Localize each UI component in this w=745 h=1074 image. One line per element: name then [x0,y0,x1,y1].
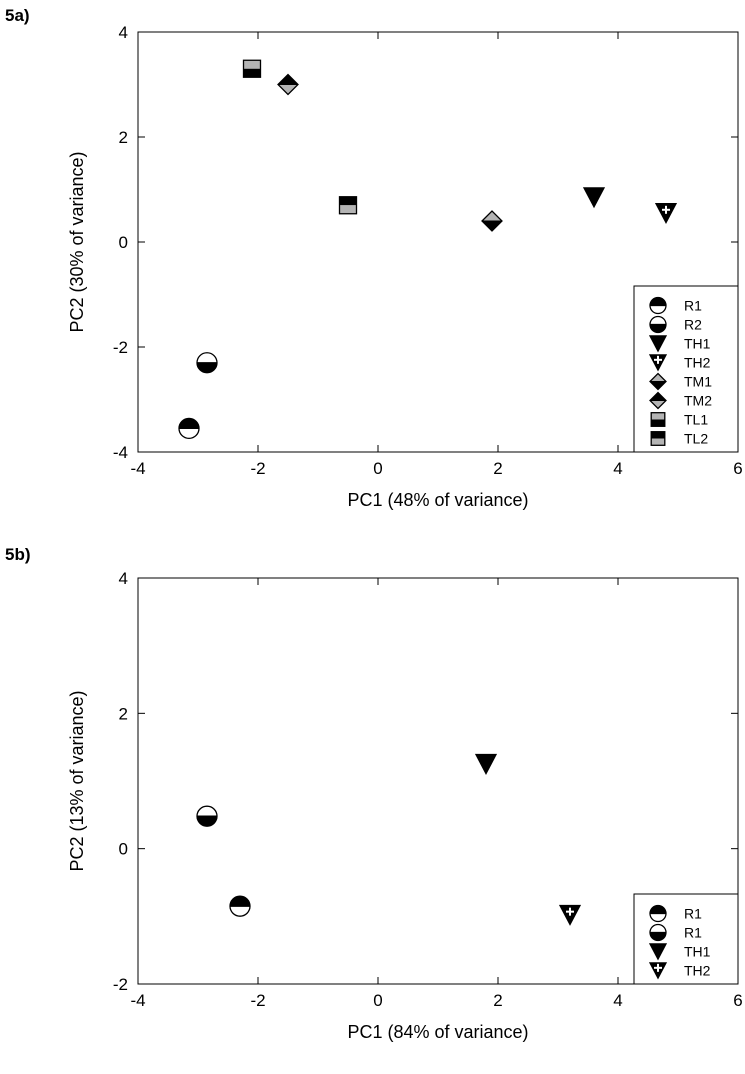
y-tick-label: 4 [119,23,128,42]
data-point-r1 [196,805,218,827]
legend-item: TH2 [648,354,711,372]
legend: R1 R2 TH1 TH2 TM1 TM2 TL1 TL2 [633,285,739,453]
data-point-th1 [474,753,498,775]
data-point-th2 [654,202,678,225]
data-point-r1 [229,895,251,917]
y-tick-label: 2 [119,128,128,147]
legend-label: TL2 [684,431,708,447]
x-tick-label: 6 [733,991,742,1010]
chart-5a: -4 -2 0 2 4 6 -4 -2 0 2 4 PC1 (48% of variance) PC2 … [67,23,743,510]
legend-label: R1 [684,906,702,922]
panel-a-label: 5a) [5,6,30,25]
y-axis-title: PC2 (30% of variance) [67,151,87,332]
y-tick-label: -2 [113,975,128,994]
y-tick-label: 2 [119,704,128,723]
y-tick-label: 0 [119,840,128,859]
legend-label: R1 [684,925,702,941]
y-tick-label: -2 [113,338,128,357]
legend-label: TH1 [684,336,711,352]
legend-item: TH1 [648,335,711,353]
y-tick-label: -4 [113,443,128,462]
data-point-tm1 [481,210,503,232]
data-point-tm2 [277,73,299,96]
x-tick-label: -4 [130,991,145,1010]
x-tick-label: 0 [373,991,382,1010]
y-tick-label: 4 [119,569,128,588]
legend-item: R2 [649,315,702,334]
legend-item: TM1 [649,372,712,391]
x-tick-label: 0 [373,459,382,478]
legend: R1 R1 TH1 TH2 [633,893,739,985]
legend-label: TM1 [684,374,712,390]
x-tick-label: 6 [733,459,742,478]
data-point-th2 [558,904,582,926]
plot-frame [137,577,739,985]
legend-item: TH2 [648,962,711,980]
x-tick-label: -4 [130,459,145,478]
data-point-r2 [196,352,218,374]
legend-label: R1 [684,298,702,314]
legend-item: TL1 [650,412,708,428]
x-tick-label: -2 [250,459,265,478]
legend-item: R1 [649,904,702,923]
x-tick-label: 4 [613,991,622,1010]
x-axis-title: PC1 (84% of variance) [347,1022,528,1042]
legend-label: TL1 [684,412,708,428]
legend-label: TH1 [684,944,711,960]
legend-item: R1 [649,296,702,315]
panel-b-label: 5b) [5,545,31,564]
legend-item: TM2 [649,391,712,410]
legend-label: TH2 [684,963,711,979]
data-point-th1 [582,187,606,209]
x-tick-label: 2 [493,459,502,478]
legend-label: TH2 [684,355,711,371]
x-tick-label: -2 [250,991,265,1010]
legend-item: TL2 [650,431,708,447]
data-point-r1 [178,417,200,440]
x-axis-title: PC1 (48% of variance) [347,490,528,510]
legend-item: TH1 [648,943,711,961]
x-tick-label: 4 [613,459,622,478]
y-axis-title: PC2 (13% of variance) [67,690,87,871]
legend-label: R2 [684,317,702,333]
x-tick-label: 2 [493,991,502,1010]
legend-label: TM2 [684,393,712,409]
data-point-tl1 [242,59,262,78]
data-point-tl2 [338,196,358,215]
legend-item: R1 [649,923,702,942]
y-tick-label: 0 [119,233,128,252]
legend-box [633,285,739,453]
